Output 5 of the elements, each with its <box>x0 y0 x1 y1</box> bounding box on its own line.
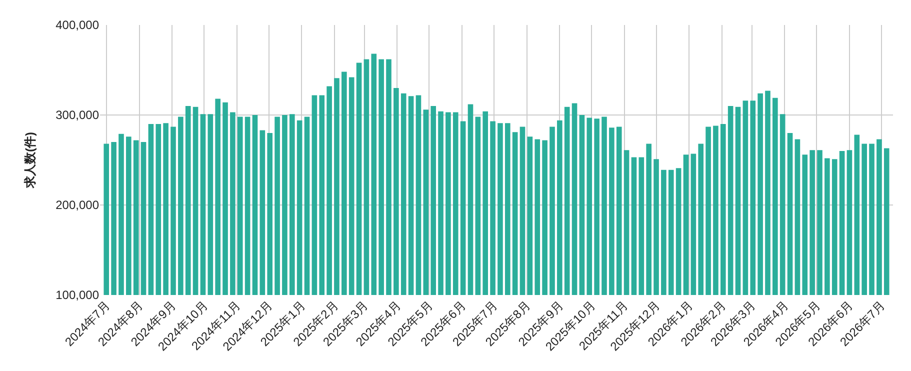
y-axis-title: 求人数(件) <box>22 132 37 189</box>
y-tick-label: 200,000 <box>56 198 100 212</box>
y-tick-label: 400,000 <box>56 18 100 32</box>
y-tick-label: 100,000 <box>56 288 100 302</box>
y-tick-label: 300,000 <box>56 108 100 122</box>
